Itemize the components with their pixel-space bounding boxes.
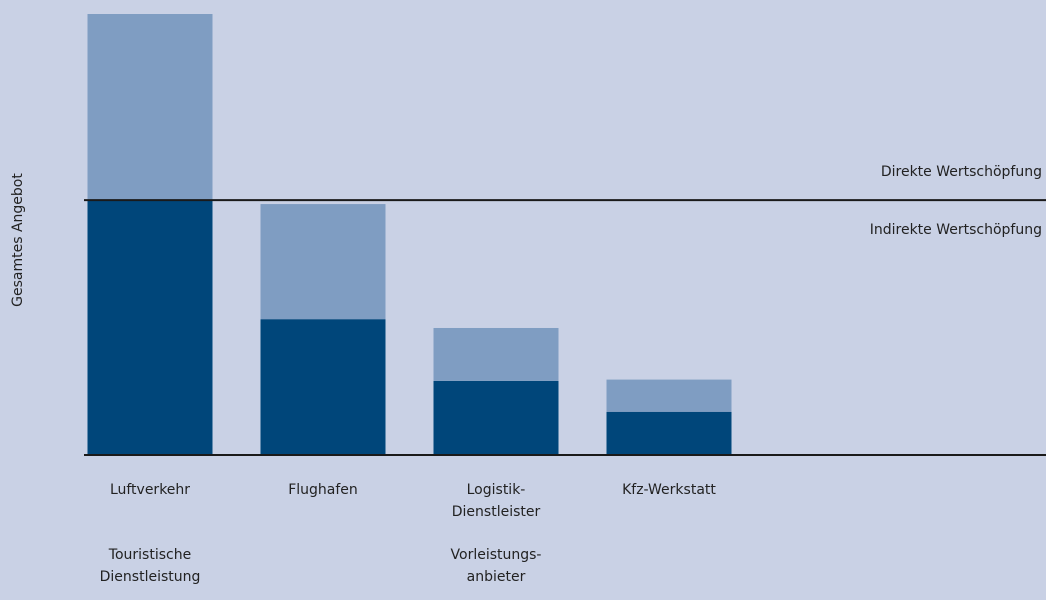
x-tick-label: Logistik-Dienstleister xyxy=(452,482,541,520)
bar-segment xyxy=(87,14,213,201)
bar-segment xyxy=(87,200,213,455)
x-tick-label: Kfz-Werkstatt xyxy=(622,482,716,498)
bar-segment xyxy=(433,327,559,381)
reference-label: Indirekte Wertschöpfung xyxy=(870,222,1042,238)
group-label: Touristische Dienstleistung xyxy=(100,547,201,585)
bar-segment xyxy=(260,204,386,320)
bar-segment xyxy=(606,379,732,412)
reference-label: Direkte Wertschöpfung xyxy=(881,164,1042,180)
group-label: Vorleistungs-anbieter xyxy=(451,547,542,585)
bar-segment xyxy=(433,380,559,455)
y-axis-label: Gesamtes Angebot xyxy=(10,173,26,307)
bar-segment xyxy=(260,319,386,455)
x-tick-label: Flughafen xyxy=(288,482,358,498)
bar-segment xyxy=(606,411,732,455)
x-tick-label: Luftverkehr xyxy=(110,482,190,498)
